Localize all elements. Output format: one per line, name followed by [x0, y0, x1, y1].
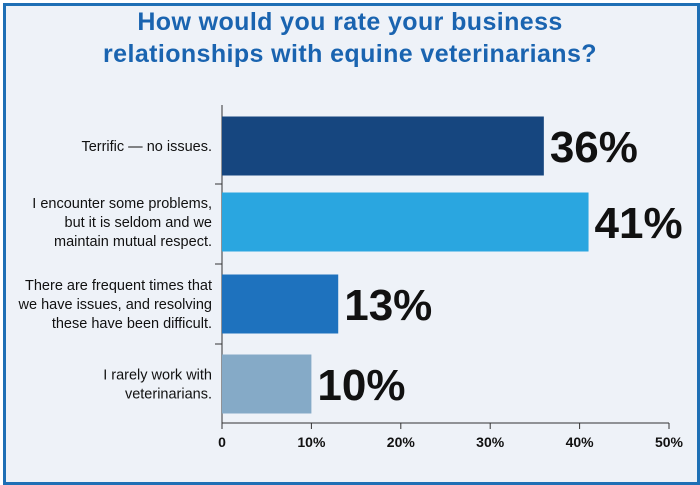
category-label-3-line-2: we have issues, and resolving — [18, 297, 212, 313]
category-label-3-line-3: these have been difficult. — [52, 316, 212, 332]
category-label-3-line-1: There are frequent times that — [25, 278, 212, 294]
category-label-4-line-2: veterinarians. — [125, 387, 212, 403]
value-label-1: 36% — [550, 123, 638, 172]
chart-title-line-1: How would you rate your business — [137, 8, 563, 36]
category-label-1-line-1: Terrific — no issues. — [81, 139, 212, 155]
chart-title-line-2: relationships with equine veterinarians? — [103, 40, 597, 68]
bar-2 — [222, 192, 589, 252]
bar-1 — [222, 116, 544, 176]
value-label-2: 41% — [595, 199, 683, 248]
value-label-3: 13% — [344, 281, 432, 330]
category-label-2-line-2: but it is seldom and we — [65, 215, 213, 231]
category-label-4-line-1: I rarely work with — [103, 368, 212, 384]
bar-4 — [222, 354, 312, 414]
bar-3 — [222, 274, 339, 334]
chart-title: How would you rate your business relatio… — [0, 6, 700, 70]
value-label-4: 10% — [317, 361, 405, 410]
x-tick-label-1: 0 — [218, 434, 226, 450]
x-tick-label-3: 20% — [387, 434, 416, 450]
x-tick-label-4: 30% — [476, 434, 505, 450]
x-tick-label-6: 50% — [655, 434, 684, 450]
x-tick-label-5: 40% — [566, 434, 595, 450]
category-label-2-line-3: maintain mutual respect. — [54, 234, 212, 250]
x-tick-label-2: 10% — [297, 434, 326, 450]
category-label-2-line-1: I encounter some problems, — [32, 196, 212, 212]
